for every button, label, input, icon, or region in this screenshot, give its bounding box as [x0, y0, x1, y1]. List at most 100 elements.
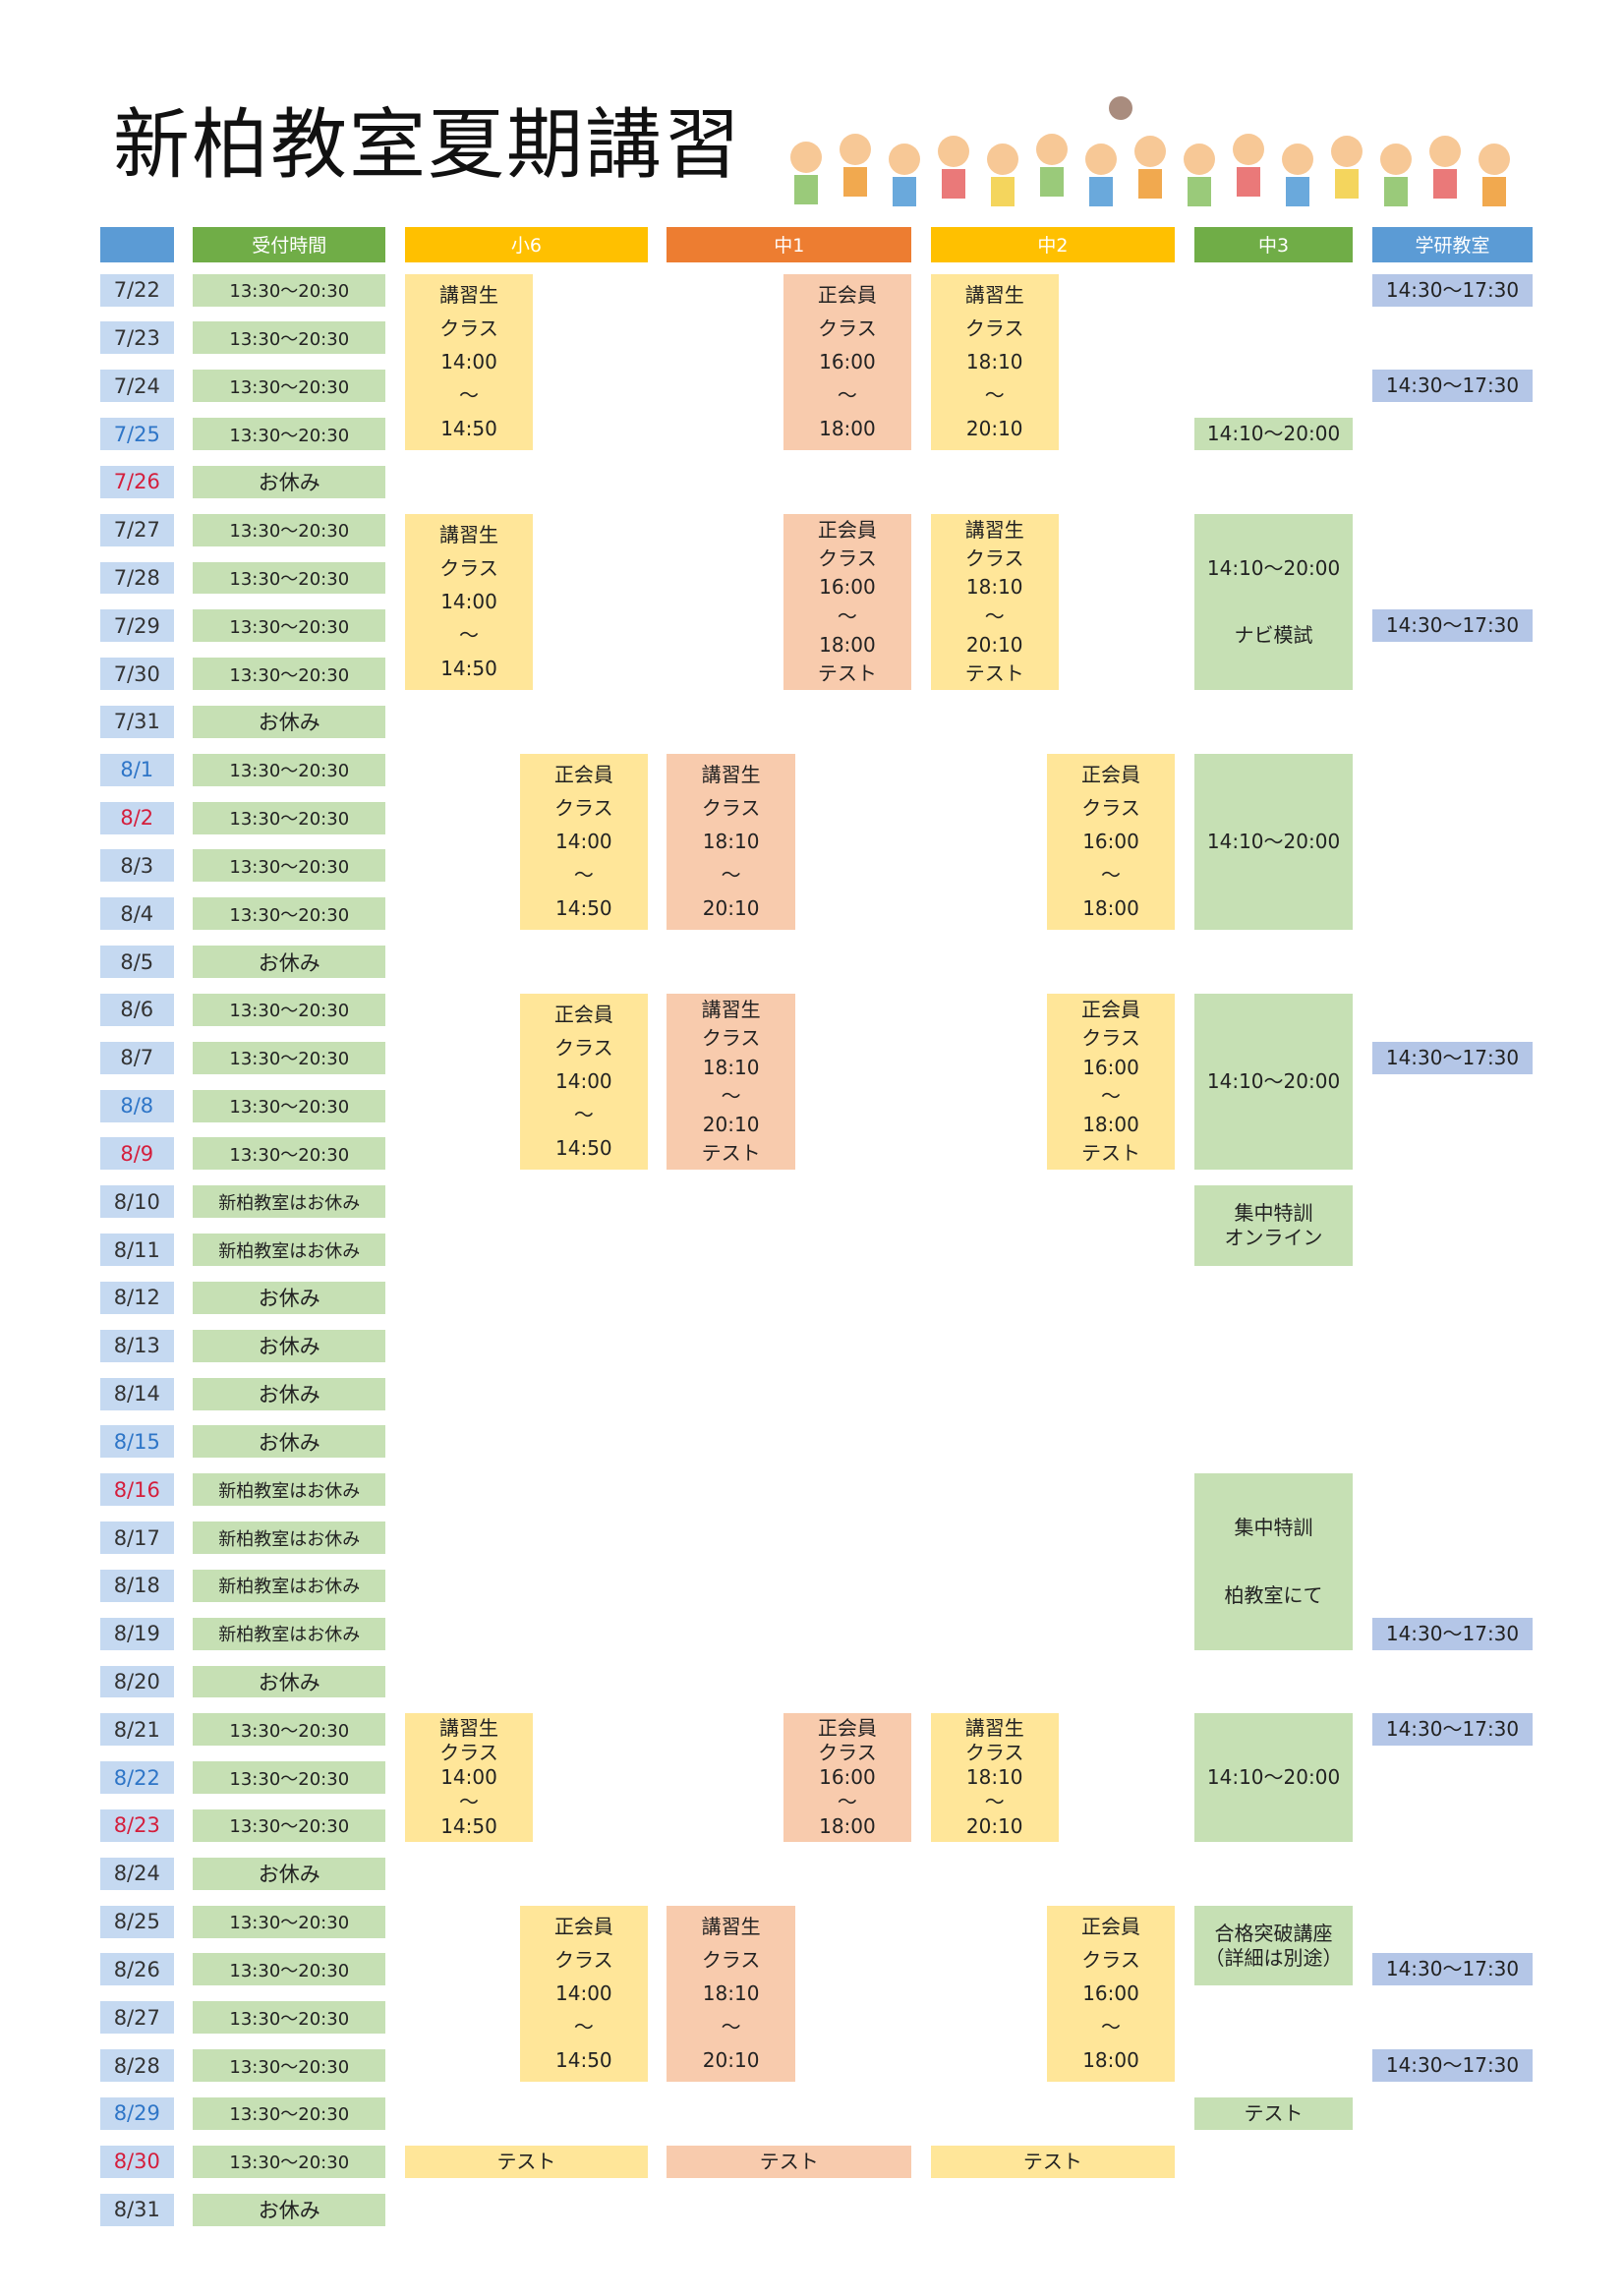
schedule-block: 正会員 クラス 14:00 ～ 14:50 — [519, 1905, 648, 2083]
reception-cell: お休み — [193, 706, 386, 738]
block-text: 正会員 — [817, 282, 877, 307]
header-cell: 受付時間 — [193, 226, 386, 262]
date-cell: 8/27 — [99, 2001, 174, 2035]
reception-cell: 13:30～20:30 — [193, 753, 386, 786]
block-text: 18:00 — [819, 416, 876, 440]
reception-cell: 13:30～20:30 — [193, 561, 386, 595]
header-cell: 小6 — [404, 226, 648, 262]
block-text: クラス — [439, 316, 498, 340]
block-text: ナビ模試 — [1234, 622, 1313, 647]
block-text: 14:10～20:00 — [1206, 555, 1341, 580]
schedule-block: テスト — [404, 2145, 648, 2178]
reception-cell: 13:30～20:30 — [193, 993, 386, 1026]
date-cell: 8/2 — [99, 801, 174, 834]
schedule-block: 14:30～17:30 — [1371, 1713, 1534, 1747]
block-text: 講習生 — [964, 517, 1024, 542]
block-text: ～ — [984, 603, 1005, 628]
block-text: 20:10 — [702, 896, 760, 921]
schedule-block: 講習生 クラス 14:00 ～ 14:50 — [404, 513, 534, 691]
block-text: 14:50 — [555, 1136, 612, 1161]
block-text: 14:00 — [555, 1980, 612, 2005]
schedule-block: 講習生 クラス 18:10 ～ 20:10 — [930, 273, 1059, 450]
block-text: テスト — [817, 660, 877, 685]
schedule-block: 14:10～20:00 ナビ模試 — [1193, 513, 1354, 691]
date-cell: 8/18 — [99, 1569, 174, 1602]
date-cell: 8/12 — [99, 1281, 174, 1314]
date-cell: 8/22 — [99, 1761, 174, 1795]
schedule-block: 14:10～20:00 — [1193, 418, 1354, 450]
block-text: ～ — [459, 622, 480, 647]
block-text: 16:00 — [819, 349, 876, 373]
title: 新柏教室夏期講習 — [113, 101, 743, 190]
block-text: 14:50 — [440, 416, 497, 440]
block-text: 14:00 — [440, 589, 497, 613]
block-text: クラス — [701, 1947, 761, 1972]
block-text: （詳細は別途） — [1204, 1945, 1343, 1970]
block-text: 20:10 — [965, 416, 1023, 440]
block-text: 14:10～20:00 — [1206, 1069, 1341, 1094]
reception-cell: 13:30～20:30 — [193, 1713, 386, 1747]
reception-cell: 13:30～20:30 — [193, 513, 386, 546]
reception-cell: 新柏教室はお休み — [193, 1234, 386, 1267]
reception-cell: 13:30～20:30 — [193, 370, 386, 403]
schedule-block: 14:30～17:30 — [1371, 273, 1534, 307]
reception-cell: お休み — [193, 1377, 386, 1410]
block-text: クラス — [701, 795, 761, 820]
block-text: テスト — [496, 2149, 556, 2173]
reception-cell: 13:30～20:30 — [193, 609, 386, 643]
block-text: 18:10 — [965, 575, 1023, 600]
schedule-block: テスト — [930, 2145, 1176, 2178]
block-text: ～ — [459, 1790, 480, 1814]
block-text: 14:30～17:30 — [1385, 277, 1520, 302]
block-text: クラス — [964, 546, 1024, 571]
date-cell: 8/25 — [99, 1905, 174, 1938]
block-text: 20:10 — [702, 2047, 760, 2072]
date-cell: 8/15 — [99, 1425, 174, 1459]
date-cell: 8/4 — [99, 897, 174, 931]
block-text: 正会員 — [1081, 762, 1141, 786]
block-text: ～ — [1101, 863, 1122, 888]
block-text: ～ — [721, 863, 741, 888]
date-cell: 8/26 — [99, 1953, 174, 1986]
block-text: 講習生 — [964, 1716, 1024, 1741]
block-text: 14:30～17:30 — [1385, 1717, 1520, 1742]
block-text: ～ — [573, 1103, 594, 1127]
reception-cell: 13:30～20:30 — [193, 273, 386, 307]
block-text: 14:30～17:30 — [1385, 1045, 1520, 1069]
date-cell: 8/21 — [99, 1713, 174, 1747]
block-text: 14:10～20:00 — [1206, 830, 1341, 854]
block-text: ～ — [837, 382, 857, 407]
block-text: 集中特訓 — [1234, 1516, 1313, 1540]
date-cell: 7/23 — [99, 321, 174, 355]
schedule-block: 14:30～17:30 — [1371, 1953, 1534, 1986]
block-text: 14:10～20:00 — [1206, 422, 1341, 446]
header-cell: 中3 — [1193, 226, 1354, 262]
reception-cell: 13:30～20:30 — [193, 849, 386, 883]
schedule-block: 講習生 クラス 18:10 ～ 20:10 — [667, 1905, 795, 2083]
schedule-block: 14:10～20:00 — [1193, 993, 1354, 1171]
block-text: 20:10 — [702, 1112, 760, 1136]
block-text: クラス — [439, 1741, 498, 1765]
schedule-block: 講習生 クラス 18:10 ～ 20:10 — [667, 753, 795, 931]
block-text: 14:50 — [440, 657, 497, 681]
block-text: 14:00 — [555, 1069, 612, 1094]
block-text: ～ — [837, 1790, 857, 1814]
block-text: テスト — [1244, 2100, 1304, 2125]
block-text: テスト — [1081, 1141, 1141, 1166]
block-text: 正会員 — [553, 1914, 613, 1938]
schedule-block: テスト — [667, 2145, 912, 2178]
reception-cell: 13:30～20:30 — [193, 801, 386, 834]
date-cell: 7/24 — [99, 370, 174, 403]
date-cell: 7/28 — [99, 561, 174, 595]
reception-cell: お休み — [193, 1857, 386, 1890]
reception-cell: お休み — [193, 2193, 386, 2226]
block-text: クラス — [964, 316, 1024, 340]
reception-cell: 13:30～20:30 — [193, 1953, 386, 1986]
block-text: 正会員 — [1081, 998, 1141, 1022]
block-text: 柏教室にて — [1224, 1582, 1323, 1607]
reception-cell: 新柏教室はお休み — [193, 1185, 386, 1219]
date-cell: 8/3 — [99, 849, 174, 883]
schedule-block: 講習生 クラス 18:10 ～ 20:10 テスト — [930, 513, 1059, 691]
block-text: ～ — [1101, 2014, 1122, 2038]
date-cell: 8/19 — [99, 1617, 174, 1650]
